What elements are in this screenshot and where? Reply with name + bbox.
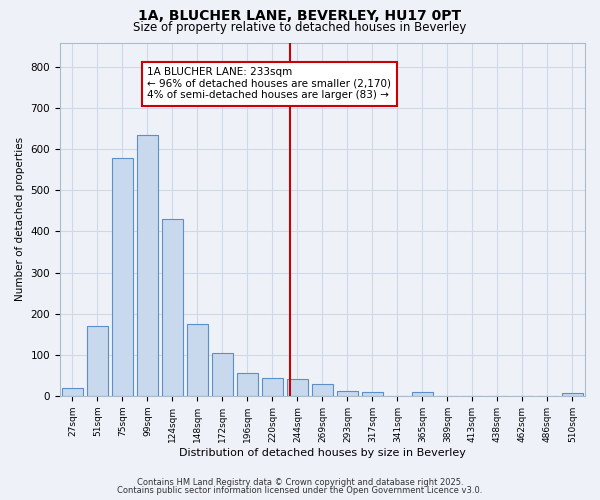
Bar xyxy=(137,135,158,396)
X-axis label: Distribution of detached houses by size in Beverley: Distribution of detached houses by size … xyxy=(179,448,466,458)
Bar xyxy=(287,380,308,396)
Bar xyxy=(62,388,83,396)
Text: Contains HM Land Registry data © Crown copyright and database right 2025.: Contains HM Land Registry data © Crown c… xyxy=(137,478,463,487)
Bar xyxy=(237,373,258,396)
Bar xyxy=(337,390,358,396)
Text: 1A BLUCHER LANE: 233sqm
← 96% of detached houses are smaller (2,170)
4% of semi-: 1A BLUCHER LANE: 233sqm ← 96% of detache… xyxy=(148,67,391,100)
Text: Contains public sector information licensed under the Open Government Licence v3: Contains public sector information licen… xyxy=(118,486,482,495)
Bar xyxy=(87,326,108,396)
Bar xyxy=(362,392,383,396)
Bar xyxy=(162,219,183,396)
Bar xyxy=(262,378,283,396)
Bar xyxy=(562,393,583,396)
Bar xyxy=(412,392,433,396)
Text: Size of property relative to detached houses in Beverley: Size of property relative to detached ho… xyxy=(133,21,467,34)
Bar xyxy=(187,324,208,396)
Bar xyxy=(212,352,233,396)
Y-axis label: Number of detached properties: Number of detached properties xyxy=(15,137,25,301)
Text: 1A, BLUCHER LANE, BEVERLEY, HU17 0PT: 1A, BLUCHER LANE, BEVERLEY, HU17 0PT xyxy=(139,9,461,23)
Bar xyxy=(312,384,333,396)
Bar xyxy=(112,158,133,396)
